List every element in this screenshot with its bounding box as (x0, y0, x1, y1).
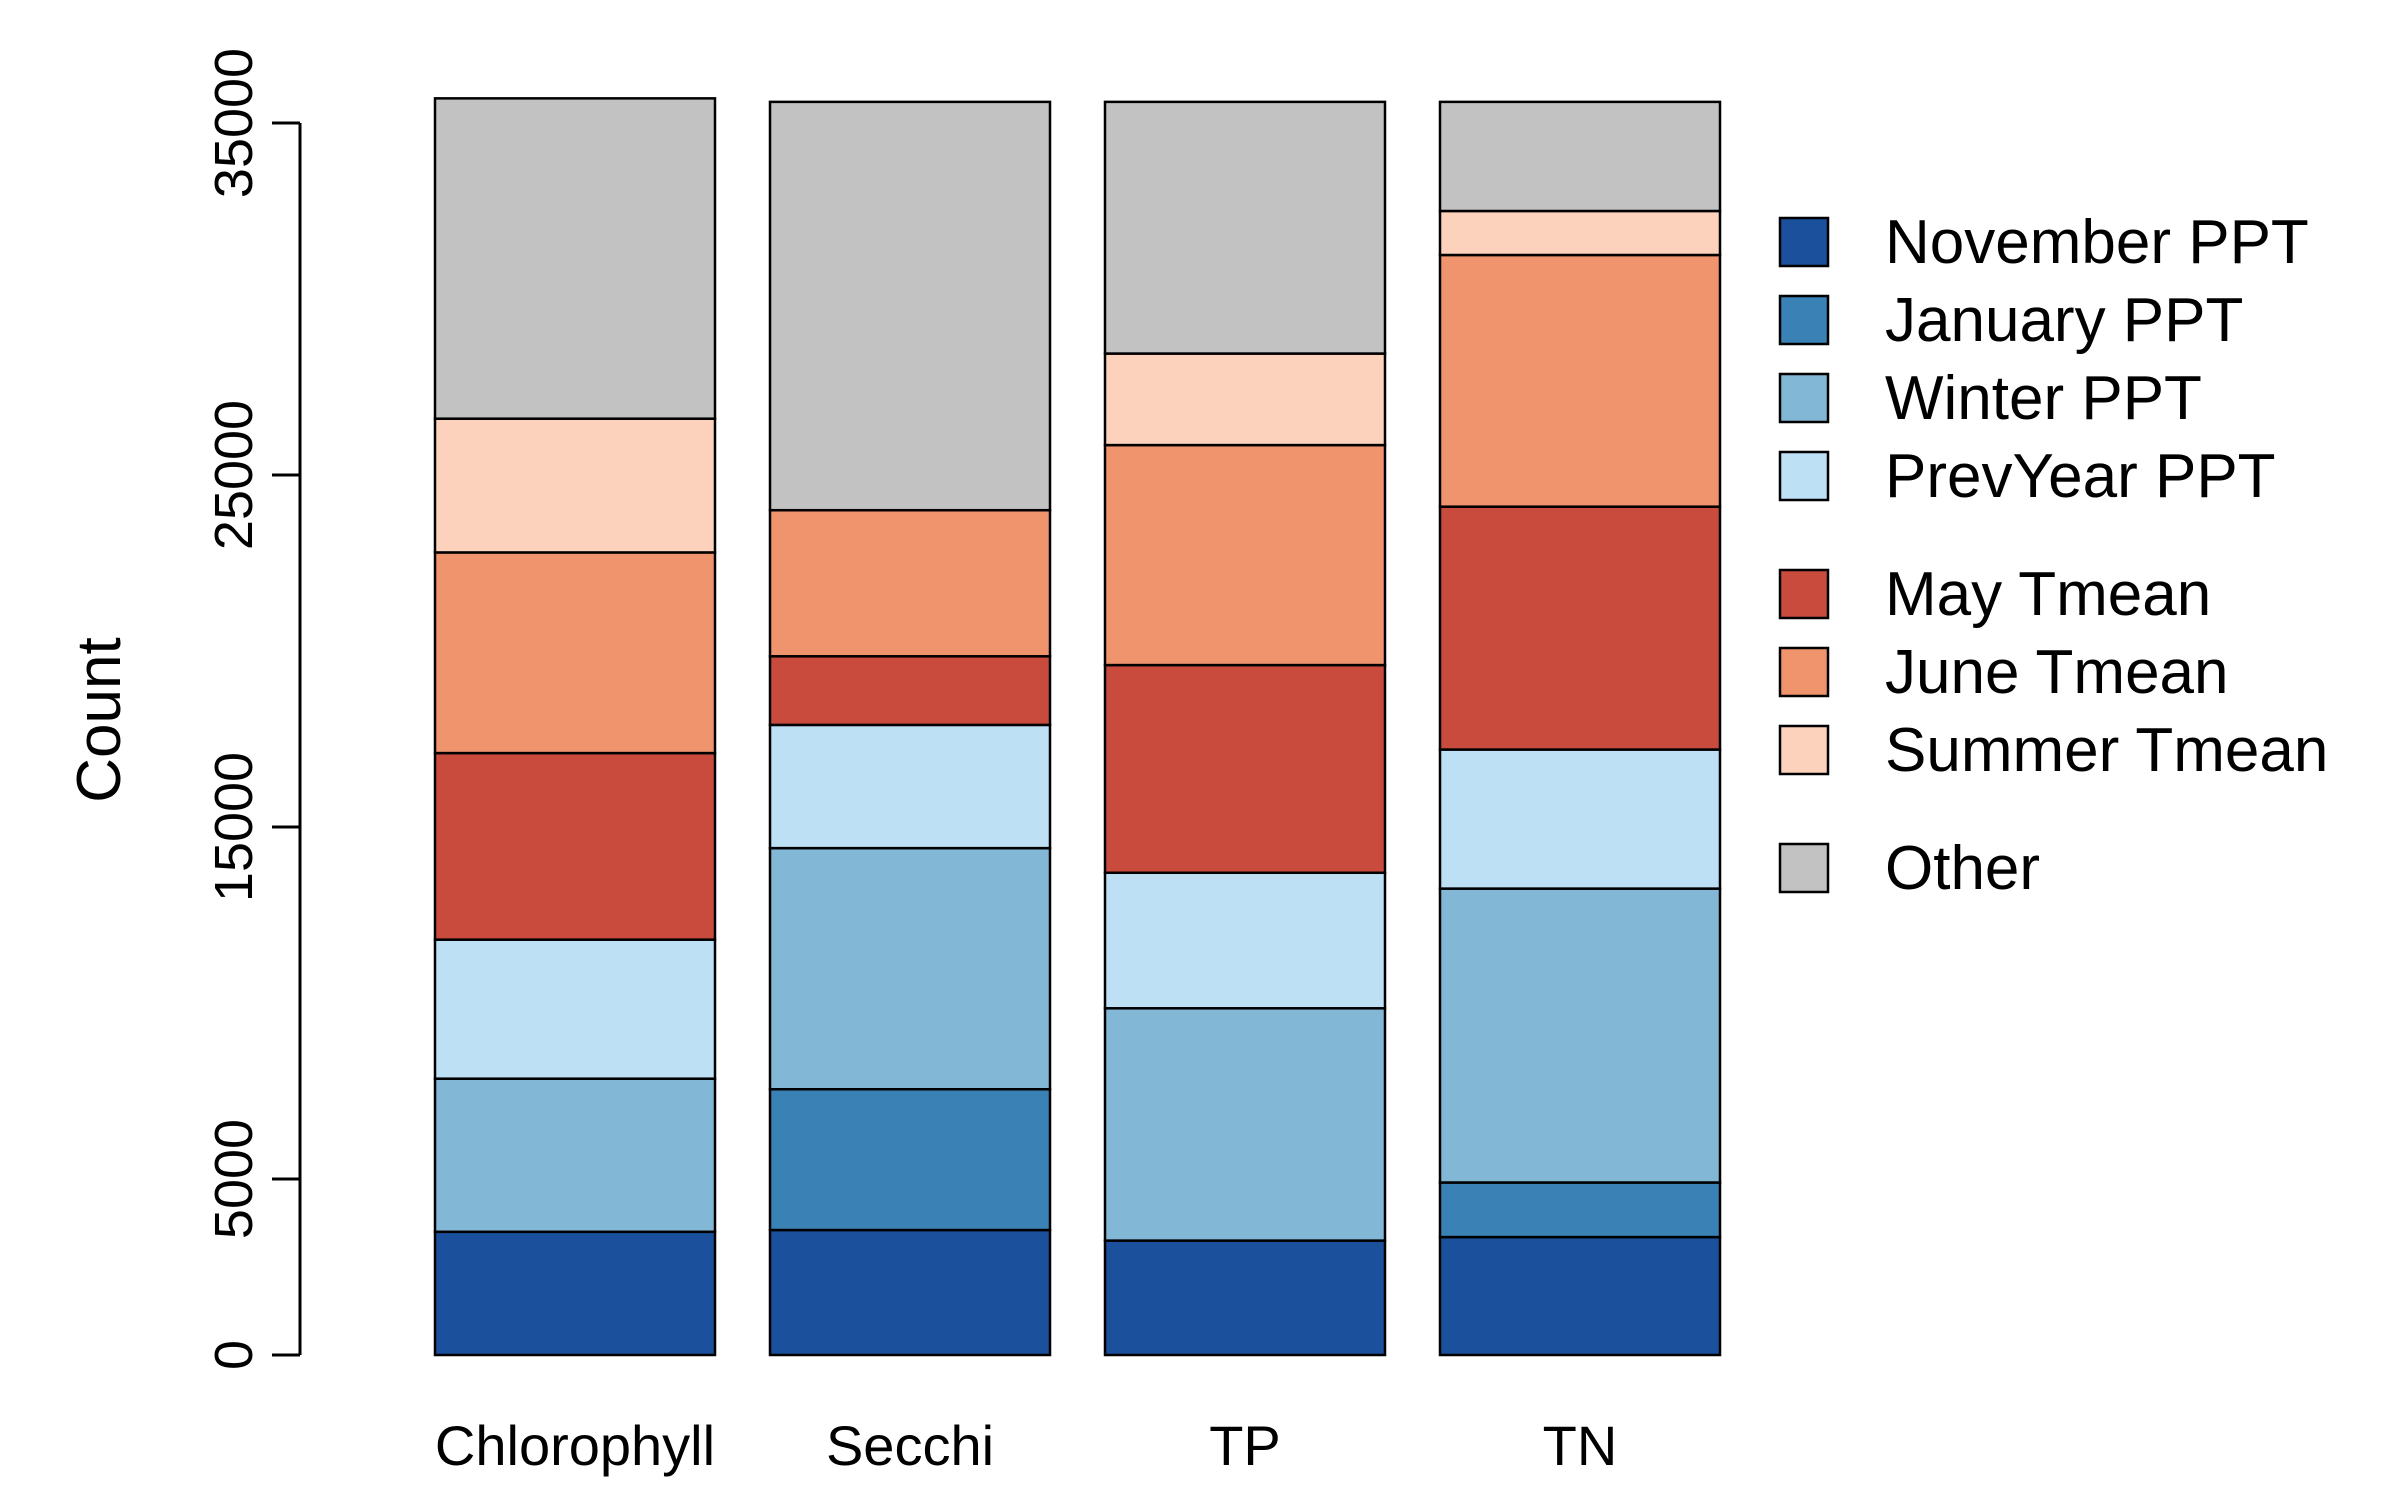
legend-label: Other (1885, 834, 2040, 903)
legend-swatch (1778, 646, 1830, 698)
bar-segment-chlorophyll-june-tmean (433, 551, 717, 755)
bar-segment-tp-other (1103, 100, 1387, 355)
legend-label: Winter PPT (1885, 364, 2202, 433)
legend-label: May Tmean (1885, 560, 2211, 629)
bar-segment-secchi-winter-ppt (768, 846, 1052, 1091)
x-category-label: Chlorophyll (435, 1414, 715, 1477)
bar-segment-tp-winter-ppt (1103, 1007, 1387, 1242)
legend-label: PrevYear PPT (1885, 442, 2276, 511)
bar-segment-tn-may-tmean (1438, 505, 1722, 751)
bar-segment-tp-prevyear-ppt (1103, 871, 1387, 1010)
y-tick-label: 5000 (204, 1119, 264, 1239)
legend-swatch (1778, 568, 1830, 620)
bar-segment-chlorophyll-other (433, 97, 717, 420)
legend-swatch (1778, 450, 1830, 502)
legend-swatch (1778, 294, 1830, 346)
bar-segment-tp-may-tmean (1103, 663, 1387, 875)
legend-label: Summer Tmean (1885, 716, 2328, 785)
y-tick-label: 35000 (204, 48, 264, 198)
bar-segment-tn-summer-tmean (1438, 209, 1722, 257)
bar-segment-tn-november-ppt (1438, 1235, 1722, 1357)
bar-segment-chlorophyll-winter-ppt (433, 1077, 717, 1234)
y-axis: 0 5000 15000 25000 35000 (204, 48, 302, 1370)
y-tick-label: 15000 (204, 752, 264, 902)
bar-segment-chlorophyll-prevyear-ppt (433, 938, 717, 1080)
legend-label: June Tmean (1885, 638, 2229, 707)
bar-segment-tn-prevyear-ppt (1438, 748, 1722, 890)
legend-swatch (1778, 724, 1830, 776)
x-axis-labels: Chlorophyll Secchi TP TN (435, 1414, 1617, 1477)
bar-segment-secchi-may-tmean (768, 655, 1052, 727)
y-tick-label: 0 (204, 1340, 264, 1370)
legend: November PPT January PPT Winter PPT PrevYea… (1778, 208, 2328, 903)
bar-segment-secchi-other (768, 100, 1052, 512)
bar-segment-secchi-november-ppt (768, 1228, 1052, 1357)
y-axis-label: Count (65, 637, 134, 802)
legend-swatch (1778, 216, 1830, 268)
bar-segment-tp-summer-tmean (1103, 352, 1387, 447)
bar-segment-chlorophyll-november-ppt (433, 1230, 717, 1357)
bar-segment-secchi-june-tmean (768, 508, 1052, 658)
x-category-label: TP (1209, 1414, 1281, 1477)
y-tick-label: 25000 (204, 400, 264, 550)
legend-label: January PPT (1885, 286, 2243, 355)
bar-segment-chlorophyll-may-tmean (433, 751, 717, 941)
legend-swatch (1778, 842, 1830, 894)
bar-segment-tn-january-ppt (1438, 1181, 1722, 1239)
x-category-label: Secchi (826, 1414, 994, 1477)
bar-segment-tn-other (1438, 100, 1722, 213)
bar-segment-tn-winter-ppt (1438, 887, 1722, 1184)
bar-segment-tp-november-ppt (1103, 1239, 1387, 1357)
bar-segment-tp-june-tmean (1103, 443, 1387, 667)
bar-segment-secchi-january-ppt (768, 1087, 1052, 1232)
legend-swatch (1778, 372, 1830, 424)
bar-segment-secchi-prevyear-ppt (768, 723, 1052, 850)
bars-group (433, 97, 1722, 1357)
legend-label: November PPT (1885, 208, 2309, 277)
x-category-label: TN (1543, 1414, 1618, 1477)
bar-segment-tn-june-tmean (1438, 253, 1722, 508)
bar-segment-chlorophyll-summer-tmean (433, 417, 717, 554)
